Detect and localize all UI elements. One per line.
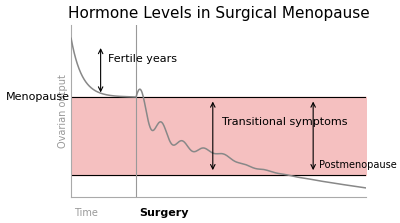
Text: Transitional symptoms: Transitional symptoms	[222, 117, 347, 127]
Text: Menopause: Menopause	[6, 92, 70, 102]
Text: Time: Time	[74, 207, 98, 217]
Y-axis label: Ovarian output: Ovarian output	[58, 74, 68, 148]
Text: Fertile years: Fertile years	[108, 54, 177, 64]
Title: Hormone Levels in Surgical Menopause: Hormone Levels in Surgical Menopause	[68, 6, 370, 21]
Text: Surgery: Surgery	[139, 207, 188, 217]
Text: Postmenopause: Postmenopause	[319, 159, 397, 169]
